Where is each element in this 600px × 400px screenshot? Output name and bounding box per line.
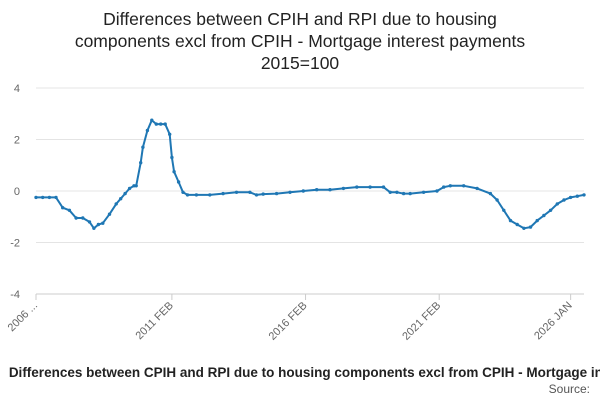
data-point [107,212,112,216]
data-point [159,122,163,126]
y-tick-label: 4 [14,83,20,95]
chart-title-line-1: Differences between CPIH and RPI due to … [103,9,497,29]
data-point [81,216,85,220]
data-point [96,222,101,227]
data-point [341,186,346,191]
data-point [355,185,359,189]
y-tick-label: -4 [10,289,20,301]
data-point [435,189,439,193]
data-point [562,198,566,202]
data-point [395,190,399,194]
data-point [34,195,38,200]
data-point [47,195,52,200]
data-point [67,208,72,212]
data-point [535,218,539,223]
y-tick-label: 0 [14,186,20,198]
data-point [401,191,406,196]
data-point [119,197,123,201]
data-point [462,184,466,188]
data-point [141,145,145,149]
data-point [145,128,150,133]
chart-title-line-3: 2015=100 [260,53,340,73]
data-point [328,188,332,192]
data-point [248,190,252,194]
data-point [92,226,96,230]
data-point [208,193,212,197]
chart-title: Differences between CPIH and RPI due to … [0,8,600,74]
data-point [254,193,259,197]
y-axis-tick-labels: -4 -2 0 2 4 [10,83,20,301]
data-point [172,170,176,174]
x-tick-label: 2026 JAN [532,300,575,343]
data-point [261,192,265,196]
data-point [475,186,479,191]
data-point [168,132,172,136]
data-point [87,220,92,224]
data-point [114,202,118,206]
data-point [170,155,174,160]
y-tick-label: -2 [10,238,20,250]
data-point [502,208,506,212]
data-point [234,190,239,194]
data-point [41,195,45,200]
data-point [274,191,279,196]
series-layer [34,118,586,230]
data-point [528,225,533,229]
data-point [134,184,138,188]
x-axis-tick-labels: 2006 ... 2011 FEB 2016 FEB 2021 FEB 2026 JAN [6,300,575,343]
x-tick-label: 2011 FEB [134,300,177,343]
data-point [123,191,127,196]
source-label: Source: [548,382,590,396]
data-point [127,186,132,191]
legend-entry-label: Differences between CPIH and RPI due to … [8,365,600,380]
chart-title-line-2: components excl from CPIH - Mortgage int… [74,31,526,51]
legend: Differences between CPIH and RPI due to … [0,365,600,383]
data-point [548,208,553,212]
data-point [488,191,493,196]
data-point [163,122,167,126]
x-tick-label: 2021 FEB [400,300,443,343]
data-point [221,191,225,196]
data-point [181,190,185,194]
y-tick-label: 2 [14,135,20,147]
data-point [315,188,319,192]
data-point [575,194,579,198]
data-point [301,189,305,193]
data-point [408,191,412,196]
data-point [54,195,58,200]
data-point [176,180,181,184]
data-point [154,122,158,126]
data-point [139,161,143,165]
data-point [74,216,78,220]
data-point [150,118,154,122]
data-point [582,193,586,197]
grid-lines [36,87,584,243]
data-point [61,206,65,210]
series-line-0 [36,119,585,230]
data-point [194,193,199,197]
data-point [448,184,452,188]
data-point [185,193,190,197]
data-point [442,185,446,189]
data-point [368,185,372,189]
data-point [555,202,559,206]
data-point [522,226,526,230]
axes [35,293,584,300]
data-point [388,190,392,194]
data-point [288,190,292,194]
data-point [568,195,573,200]
x-tick-label: 2016 FEB [267,300,310,343]
data-point [101,221,105,225]
data-point [515,222,519,227]
data-point [421,190,426,194]
data-point [508,218,513,223]
data-point [542,213,546,218]
x-tick-label: 2006 ... [6,300,40,334]
data-point [495,198,499,202]
data-point [381,185,386,189]
